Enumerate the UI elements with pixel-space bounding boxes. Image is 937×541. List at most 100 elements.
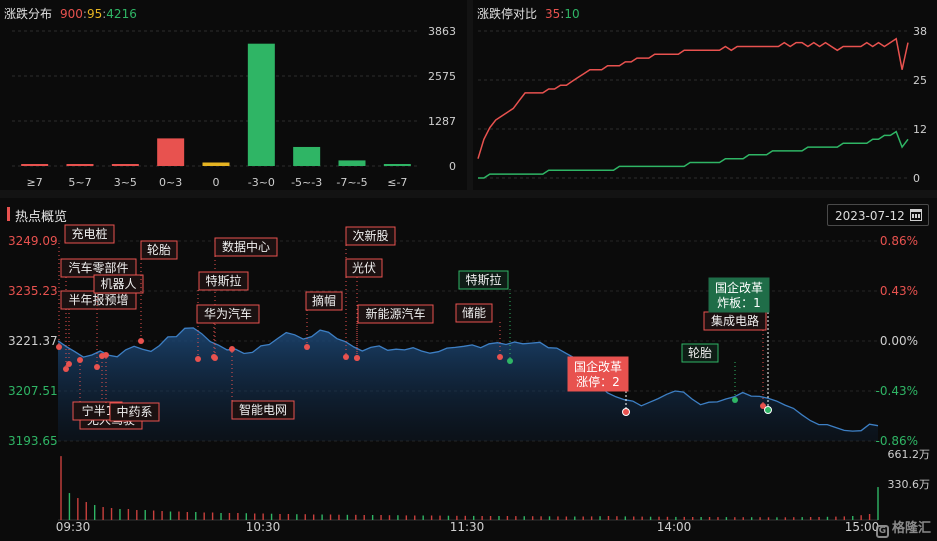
x-tick-label: 5~7	[68, 176, 91, 189]
x-tick-label: ≤-7	[387, 176, 407, 189]
tag-box	[357, 304, 434, 324]
tag-box	[214, 237, 278, 257]
pct-tick-label: -0.86%	[876, 434, 918, 448]
tag-label: 储能	[462, 305, 486, 320]
tag-box	[567, 356, 629, 392]
tag-label: 中药系	[116, 404, 152, 419]
concept-tag[interactable]: 智能电网	[229, 346, 295, 420]
concept-tag[interactable]: 特斯拉	[458, 270, 513, 364]
time-tick-label: 10:30	[246, 520, 281, 534]
tag-anchor-dot	[497, 354, 503, 360]
limit-ratio-chart: 38 25 12 0	[477, 25, 927, 185]
tag-anchor-dot	[229, 346, 235, 352]
concept-tag[interactable]: 摘帽	[304, 291, 343, 350]
date-picker[interactable]: 2023-07-12	[827, 204, 929, 226]
concept-tag[interactable]: 轮胎	[138, 240, 178, 344]
tag-sublabel: 涨停：2	[576, 374, 620, 389]
volume-tick-label: 330.6万	[888, 478, 931, 491]
time-tick-label: 14:00	[657, 520, 692, 534]
concept-tag[interactable]: 华为汽车	[196, 304, 260, 360]
watermark-text: 格隆汇	[891, 521, 931, 536]
tag-label: 新能源汽车	[365, 306, 425, 321]
tag-anchor-dot	[77, 357, 83, 363]
concept-tag[interactable]: 储能	[455, 303, 503, 360]
sep-2: :	[102, 7, 107, 21]
tag-box	[196, 304, 260, 324]
tag-label: 国企改革	[715, 280, 763, 295]
concept-tag[interactable]: 数据中心	[212, 237, 278, 361]
pct-tick-label: 0.86%	[880, 234, 918, 248]
concept-tag[interactable]: 充电桩	[56, 224, 115, 350]
x-tick-label: -7~-5	[336, 176, 367, 189]
concept-tag[interactable]: 轮胎	[681, 343, 738, 403]
concept-tag[interactable]: 集成电路	[703, 311, 767, 409]
pct-tick-label: -0.43%	[876, 384, 918, 398]
tag-label: 轮胎	[688, 346, 712, 360]
price-tick-label: 3249.09	[8, 234, 58, 248]
concept-tag[interactable]: 机器人	[93, 274, 144, 370]
x-tick-label: ≥7	[27, 176, 43, 189]
bar	[66, 164, 94, 166]
concept-tag[interactable]: 特斯拉	[195, 271, 249, 362]
tag-box	[140, 240, 178, 260]
hot-overview-title: 热点概览	[7, 206, 67, 225]
hot-overview-chart[interactable]: 3249.09 0.86% 3235.23 0.43% 3221.37 0.00% 3207…	[0, 198, 937, 541]
tag-anchor-dot	[63, 366, 69, 372]
concept-tag[interactable]: 半年报预增	[60, 290, 137, 367]
tag-box	[93, 274, 144, 294]
tag-box	[681, 343, 719, 363]
concept-tag[interactable]: 次新股	[343, 226, 396, 360]
tag-label: 充电桩	[71, 226, 107, 241]
y-tick-label: 12	[913, 123, 927, 136]
sep-1: :	[82, 7, 87, 21]
tag-anchor-dot	[103, 352, 109, 358]
y-tick-label: 3863	[428, 25, 456, 38]
tag-label: 半年报预增	[68, 292, 128, 307]
x-tick-label: -3~0	[248, 176, 275, 189]
tag-anchor-dot	[507, 358, 513, 364]
concept-tag[interactable]: 汽车零部件	[60, 258, 137, 372]
tag-box	[305, 291, 343, 311]
price-tick-label: 3221.37	[8, 334, 58, 348]
tag-label: 摘帽	[312, 293, 336, 308]
limit-ratio-title: 涨跌停对比	[477, 7, 538, 21]
tag-label: 轮胎	[147, 243, 171, 257]
tag-box	[231, 400, 295, 420]
volume-tick-label: 661.2万	[888, 448, 931, 461]
flat-count: 95	[86, 7, 103, 21]
distribution-title-row: 涨跌分布 900:95:4216	[4, 5, 137, 22]
tag-box	[708, 277, 770, 313]
tag-label: 特斯拉	[205, 273, 241, 288]
tag-box	[458, 270, 509, 290]
price-tick-label: 3207.51	[8, 384, 58, 398]
tag-label: 华为汽车	[204, 306, 252, 321]
tag-box	[455, 303, 493, 323]
date-value: 2023-07-12	[835, 209, 905, 223]
watermark-logo: G 格隆汇	[875, 517, 931, 538]
tag-label: 国企改革	[574, 359, 622, 374]
tag-anchor-dot	[138, 338, 144, 344]
tag-anchor-dot	[764, 406, 772, 414]
tag-label: 次新股	[352, 228, 388, 243]
tag-label: 光伏	[352, 261, 376, 275]
y-tick-label: 38	[913, 25, 927, 38]
tag-box	[345, 226, 396, 246]
tag-box	[64, 224, 115, 244]
tag-sublabel: 炸板：1	[717, 296, 761, 310]
tag-anchor-dot	[211, 354, 217, 360]
tag-anchor-dot	[622, 408, 630, 416]
concept-tag[interactable]: 中药系	[103, 352, 160, 422]
bar	[111, 164, 139, 166]
price-tick-label: 3235.23	[8, 284, 58, 298]
tag-anchor-dot	[732, 397, 738, 403]
tag-anchor-dot	[66, 361, 72, 367]
concept-tag[interactable]: 新能源汽车	[354, 304, 434, 361]
tag-anchor-dot	[56, 344, 62, 350]
distribution-chart: 3863 2575 1287 0 ≥7 5~7 3~5 0~3 0 -3~0 -5~-3 -7~-5 ≤…	[12, 25, 456, 189]
tag-anchor-dot	[195, 356, 201, 362]
tag-anchor-dot	[760, 403, 766, 409]
limit-up-count: 35	[545, 7, 561, 21]
bar	[247, 43, 275, 166]
